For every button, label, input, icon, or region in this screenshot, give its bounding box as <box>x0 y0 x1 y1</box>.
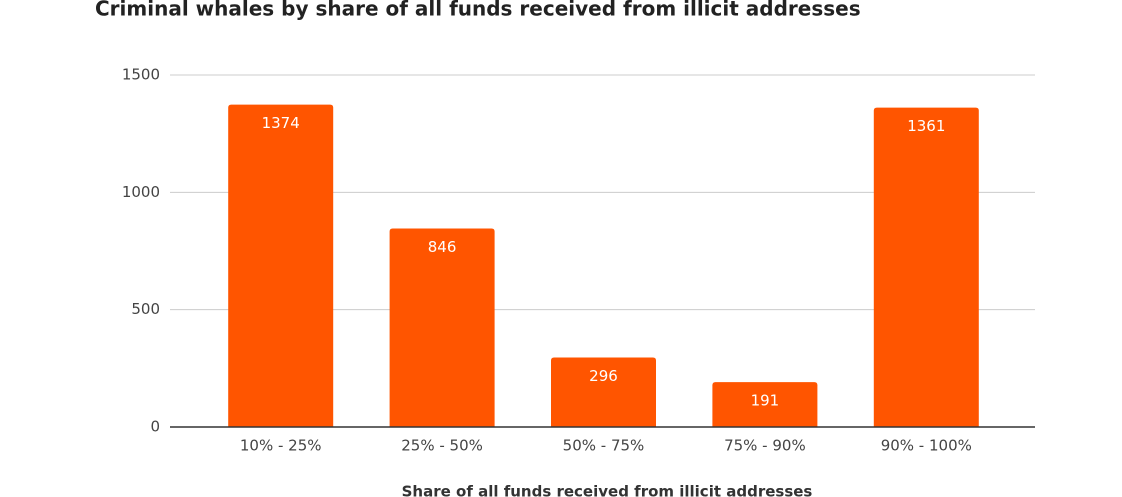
x-tick-label: 25% - 50% <box>401 437 483 455</box>
x-tick-label: 75% - 90% <box>724 437 806 455</box>
x-tick-label: 50% - 75% <box>563 437 645 455</box>
x-tick-label: 90% - 100% <box>881 437 972 455</box>
y-tick-label: 0 <box>150 418 160 436</box>
x-tick-label: 10% - 25% <box>240 437 322 455</box>
bar <box>389 228 495 427</box>
x-axis-label: Share of all funds received from illicit… <box>402 483 813 497</box>
bar <box>551 357 656 427</box>
data-label: 846 <box>428 238 457 256</box>
data-label: 296 <box>589 367 618 385</box>
y-tick-label: 1000 <box>122 183 160 201</box>
data-label: 1361 <box>907 117 945 135</box>
data-label: 191 <box>751 392 780 410</box>
bar <box>873 107 979 428</box>
bar <box>228 104 334 428</box>
data-label: 1374 <box>262 114 300 132</box>
y-tick-label: 1500 <box>122 66 160 84</box>
y-tick-label: 500 <box>131 300 160 318</box>
chart-title: Criminal whales by share of all funds re… <box>95 0 861 21</box>
bar <box>712 382 818 427</box>
